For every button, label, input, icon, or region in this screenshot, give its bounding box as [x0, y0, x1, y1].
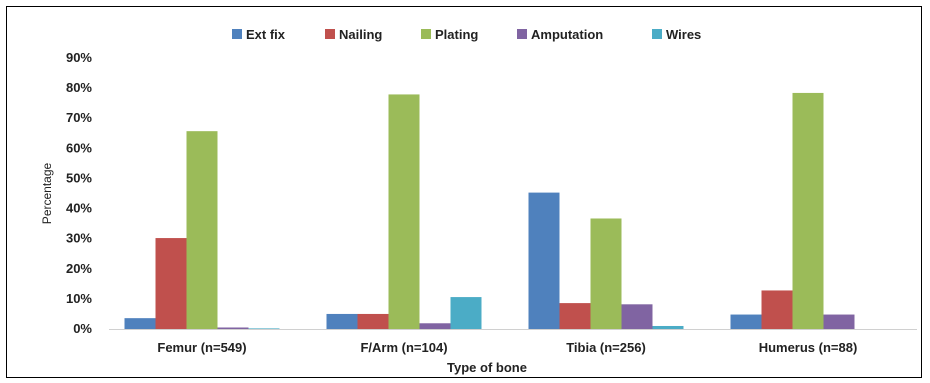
x-category-label: F/Arm (n=104) — [360, 340, 447, 355]
x-category-label: Humerus (n=88) — [759, 340, 858, 355]
legend: Ext fix Nailing Plating Amputation Wires — [232, 27, 701, 42]
legend-swatch — [652, 29, 662, 39]
legend-label: Nailing — [339, 27, 382, 42]
legend-swatch — [325, 29, 335, 39]
bar-plating-0 — [186, 131, 218, 329]
y-tick-label: 10% — [66, 291, 92, 306]
y-tick-label: 90% — [66, 50, 92, 65]
x-axis-title: Type of bone — [447, 360, 527, 375]
legend-label: Wires — [666, 27, 701, 42]
bar-wires-1 — [450, 297, 482, 329]
bar-wires-0 — [248, 328, 280, 329]
x-axis: Femur (n=549) F/Arm (n=104) Tibia (n=256) H… — [109, 329, 917, 355]
bar-wires-2 — [652, 325, 684, 329]
bar-plating-2 — [590, 218, 622, 329]
bar-ext-fix-1 — [326, 313, 358, 329]
legend-swatch — [517, 29, 527, 39]
y-tick-label: 50% — [66, 170, 92, 185]
bar-nailing-2 — [559, 303, 591, 329]
y-tick-label: 80% — [66, 80, 92, 95]
bar-amputation-2 — [621, 304, 653, 329]
chart-frame: Ext fix Nailing Plating Amputation Wires 0% 1… — [6, 6, 922, 378]
bar-nailing-1 — [357, 313, 389, 329]
legend-label: Plating — [435, 27, 478, 42]
bar-amputation-0 — [217, 327, 249, 329]
y-tick-label: 30% — [66, 231, 92, 246]
bar-nailing-3 — [761, 290, 793, 329]
bars — [124, 92, 855, 329]
bar-plating-3 — [792, 92, 824, 329]
bar-ext-fix-3 — [730, 314, 762, 329]
bar-chart: Ext fix Nailing Plating Amputation Wires 0% 1… — [40, 27, 917, 375]
bar-ext-fix-0 — [124, 318, 156, 329]
y-tick-label: 70% — [66, 110, 92, 125]
y-tick-label: 0% — [73, 321, 92, 336]
legend-label: Ext fix — [246, 27, 286, 42]
legend-swatch — [421, 29, 431, 39]
y-tick-label: 60% — [66, 140, 92, 155]
bar-amputation-3 — [823, 314, 855, 329]
bar-nailing-0 — [155, 238, 187, 329]
bar-ext-fix-2 — [528, 192, 560, 329]
bar-plating-1 — [388, 94, 420, 329]
y-tick-label: 40% — [66, 201, 92, 216]
bar-amputation-1 — [419, 323, 451, 329]
legend-swatch — [232, 29, 242, 39]
x-category-label: Tibia (n=256) — [566, 340, 646, 355]
legend-label: Amputation — [531, 27, 603, 42]
y-axis: 0% 10% 20% 30% 40% 50% 60% 70% 80% 90% — [66, 50, 92, 336]
y-axis-title: Percentage — [40, 162, 54, 224]
x-category-label: Femur (n=549) — [157, 340, 246, 355]
y-tick-label: 20% — [66, 261, 92, 276]
